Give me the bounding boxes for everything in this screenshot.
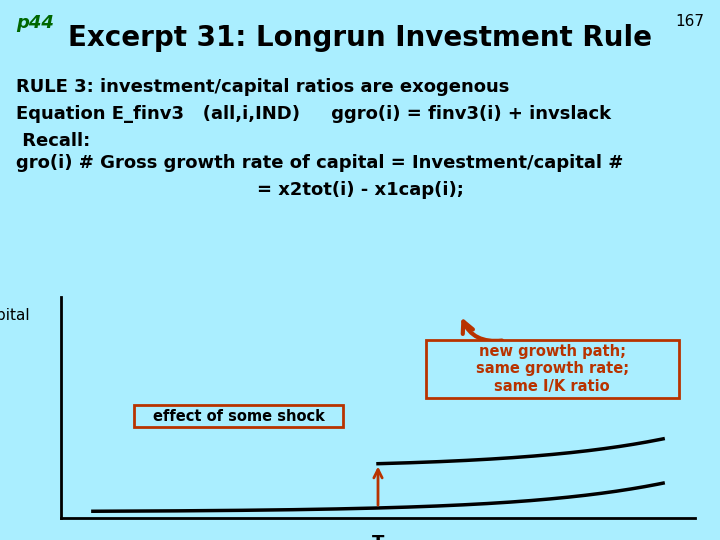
Text: Capital: Capital xyxy=(0,308,30,323)
Text: Excerpt 31: Longrun Investment Rule: Excerpt 31: Longrun Investment Rule xyxy=(68,24,652,52)
FancyBboxPatch shape xyxy=(134,406,343,427)
Text: T: T xyxy=(372,534,384,540)
Text: Recall:: Recall: xyxy=(16,132,90,150)
Text: effect of some shock: effect of some shock xyxy=(153,408,325,423)
Text: gro(i) # Gross growth rate of capital = Investment/capital #: gro(i) # Gross growth rate of capital = … xyxy=(16,154,624,172)
Text: Equation E_finv3   (all,i,IND)     ggro(i) = finv3(i) + invslack: Equation E_finv3 (all,i,IND) ggro(i) = f… xyxy=(16,105,611,123)
Text: 167: 167 xyxy=(675,14,704,29)
FancyBboxPatch shape xyxy=(426,340,679,398)
Text: new growth path;
same growth rate;
same I/K ratio: new growth path; same growth rate; same … xyxy=(476,344,629,394)
Text: p44: p44 xyxy=(16,14,54,31)
Text: = x2tot(i) - x1cap(i);: = x2tot(i) - x1cap(i); xyxy=(256,181,464,199)
Text: RULE 3: investment/capital ratios are exogenous: RULE 3: investment/capital ratios are ex… xyxy=(16,78,509,96)
